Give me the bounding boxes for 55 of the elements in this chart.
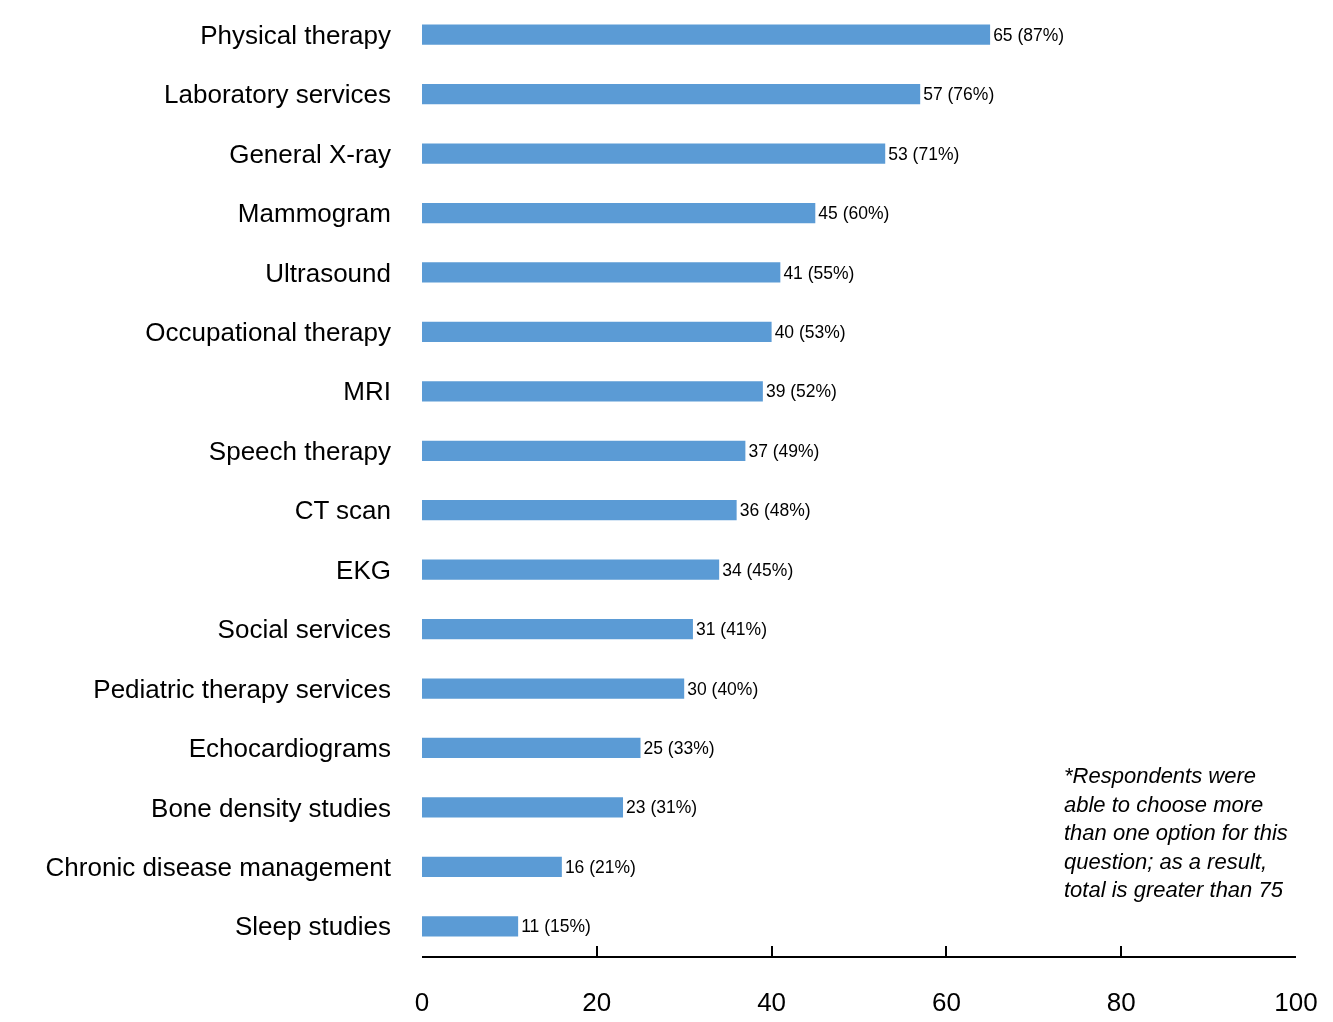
data-label: 25 (33%) [643, 738, 715, 759]
y-tick-label: Bone density studies [151, 792, 391, 823]
data-label: 65 (87%) [993, 24, 1065, 45]
annotation: *Respondents were able to choose more than one option for this question; as a result, total is greater than 75 [1064, 763, 1288, 903]
data-label: 41 (55%) [783, 262, 855, 283]
y-tick-label: Chronic disease management [45, 851, 392, 882]
x-tick-label: 40 [757, 986, 787, 1017]
x-tick-label: 20 [582, 986, 612, 1017]
x-tick-label: 100 [1274, 986, 1318, 1017]
y-tick-label: Echocardiograms [188, 733, 391, 764]
data-label: 36 (48%) [739, 500, 811, 521]
y-tick-label: Pediatric therapy services [93, 673, 391, 704]
y-tick-label: Physical therapy [200, 19, 391, 50]
y-tick-label: Mammogram [237, 198, 391, 229]
data-label: 57 (76%) [923, 84, 995, 105]
x-tick-label: 80 [1106, 986, 1136, 1017]
data-label: 34 (45%) [722, 559, 794, 580]
y-tick-label: CT scan [294, 495, 391, 526]
bar [422, 262, 781, 283]
bar [422, 737, 641, 759]
y-tick-label: Sleep studies [234, 911, 391, 942]
data-label: 40 (53%) [774, 321, 846, 342]
y-tick-label: General X-ray [229, 138, 391, 169]
bar [422, 856, 562, 877]
bar [422, 916, 519, 937]
x-tick-label: 0 [414, 986, 430, 1017]
bar [422, 440, 746, 461]
bar [422, 618, 693, 640]
bar [422, 797, 624, 818]
data-label: 23 (31%) [626, 797, 698, 818]
bar [422, 143, 886, 164]
y-tick-label: Ultrasound [265, 257, 391, 288]
data-label: 16 (21%) [564, 856, 636, 877]
bar [422, 202, 816, 224]
data-label: 45 (60%) [818, 203, 890, 224]
bar [422, 321, 772, 343]
data-label: 30 (40%) [687, 678, 759, 699]
bar [422, 559, 720, 580]
y-tick-label: EKG [336, 554, 391, 585]
bar [422, 24, 991, 45]
bar [422, 500, 737, 521]
y-tick-label: MRI [343, 376, 391, 407]
bar [422, 678, 685, 699]
bar [422, 381, 763, 402]
data-label: 31 (41%) [695, 619, 767, 640]
y-tick-label: Speech therapy [208, 435, 391, 466]
y-tick-label: Occupational therapy [145, 317, 391, 348]
bar [422, 84, 921, 105]
data-label: 39 (52%) [765, 381, 837, 402]
data-label: 37 (49%) [748, 440, 820, 461]
x-tick-label: 60 [931, 986, 961, 1017]
data-label: 11 (15%) [521, 916, 591, 937]
data-label: 53 (71%) [888, 143, 960, 164]
y-tick-label: Laboratory services [164, 79, 391, 110]
y-tick-label: Social services [217, 614, 391, 645]
